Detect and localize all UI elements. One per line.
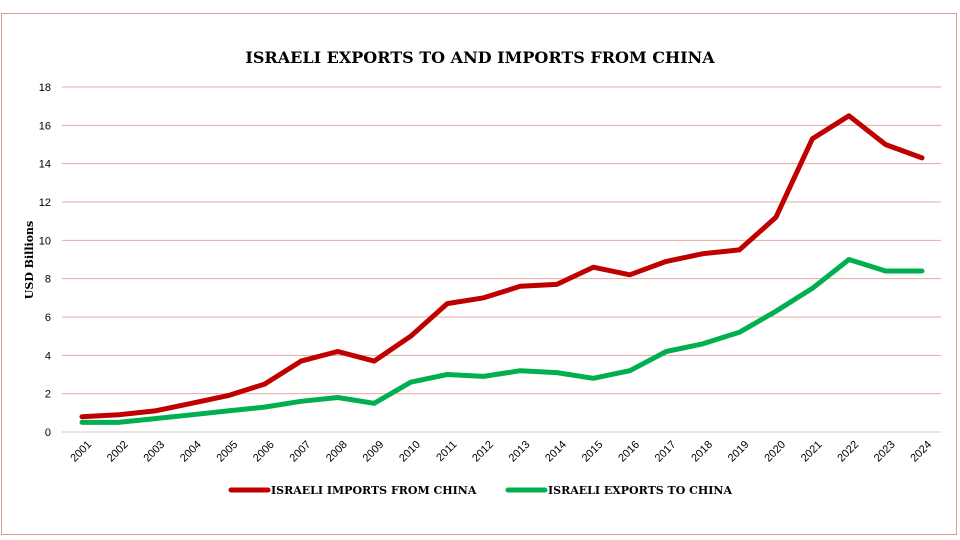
- x-tick-label: 2005: [215, 439, 241, 465]
- y-tick-label: 18: [39, 82, 51, 94]
- y-tick-label: 8: [45, 274, 51, 286]
- imports-series-line: [79, 113, 925, 420]
- y-tick-label: 0: [45, 427, 51, 439]
- y-tick-label: 2: [45, 389, 51, 401]
- x-tick-label: 2002: [105, 439, 131, 465]
- x-tick-label: 2001: [68, 439, 94, 465]
- x-tick-label: 2023: [872, 439, 898, 465]
- x-tick-label: 2021: [799, 439, 825, 465]
- gridlines: [62, 86, 941, 433]
- y-tick-label: 14: [39, 159, 51, 171]
- y-tick-label: 10: [39, 235, 51, 247]
- x-tick-label: 2017: [653, 439, 679, 465]
- legend: ISRAELI IMPORTS FROM CHINA ISRAELI EXPORT…: [228, 484, 732, 497]
- x-tick-label: 2008: [324, 439, 350, 465]
- y-tick-label: 4: [45, 350, 51, 362]
- y-tick-label: 6: [45, 312, 51, 324]
- exports-series-line: [79, 257, 925, 425]
- x-tick-label: 2019: [726, 439, 752, 465]
- y-tick-label: 16: [39, 120, 51, 132]
- legend-label: ISRAELI EXPORTS TO CHINA: [548, 484, 732, 497]
- y-tick-label: 12: [39, 197, 51, 209]
- y-axis-label: USD Billions: [23, 221, 36, 299]
- x-tick-label: 2014: [543, 439, 569, 465]
- x-tick-label: 2013: [507, 439, 533, 465]
- x-tick-label: 2004: [178, 439, 204, 465]
- x-tick-label: 2011: [434, 439, 459, 464]
- x-tick-label: 2020: [762, 439, 788, 465]
- y-axis-ticks: 0 2 4 6 8 10 12 14 16 18: [39, 82, 51, 439]
- x-tick-label: 2010: [397, 439, 423, 465]
- legend-label: ISRAELI IMPORTS FROM CHINA: [271, 484, 477, 497]
- x-tick-label: 2024: [908, 439, 934, 465]
- x-tick-label: 2015: [580, 439, 606, 465]
- x-tick-label: 2003: [141, 439, 167, 465]
- series-lines: [79, 113, 925, 425]
- x-tick-label: 2009: [361, 439, 387, 465]
- x-tick-label: 2012: [470, 439, 496, 465]
- x-tick-label: 2016: [616, 439, 642, 465]
- chart-title: ISRAELI EXPORTS TO AND IMPORTS FROM CHIN…: [245, 48, 715, 67]
- x-tick-label: 2018: [689, 439, 715, 465]
- chart-frame: [1, 13, 957, 535]
- x-tick-label: 2007: [288, 439, 314, 465]
- x-axis-ticks: 2001 2002 2003 2004 2005 2006 2007 2008 2009 2010…: [68, 439, 934, 465]
- x-tick-label: 2006: [251, 439, 277, 465]
- x-tick-label: 2022: [835, 439, 861, 465]
